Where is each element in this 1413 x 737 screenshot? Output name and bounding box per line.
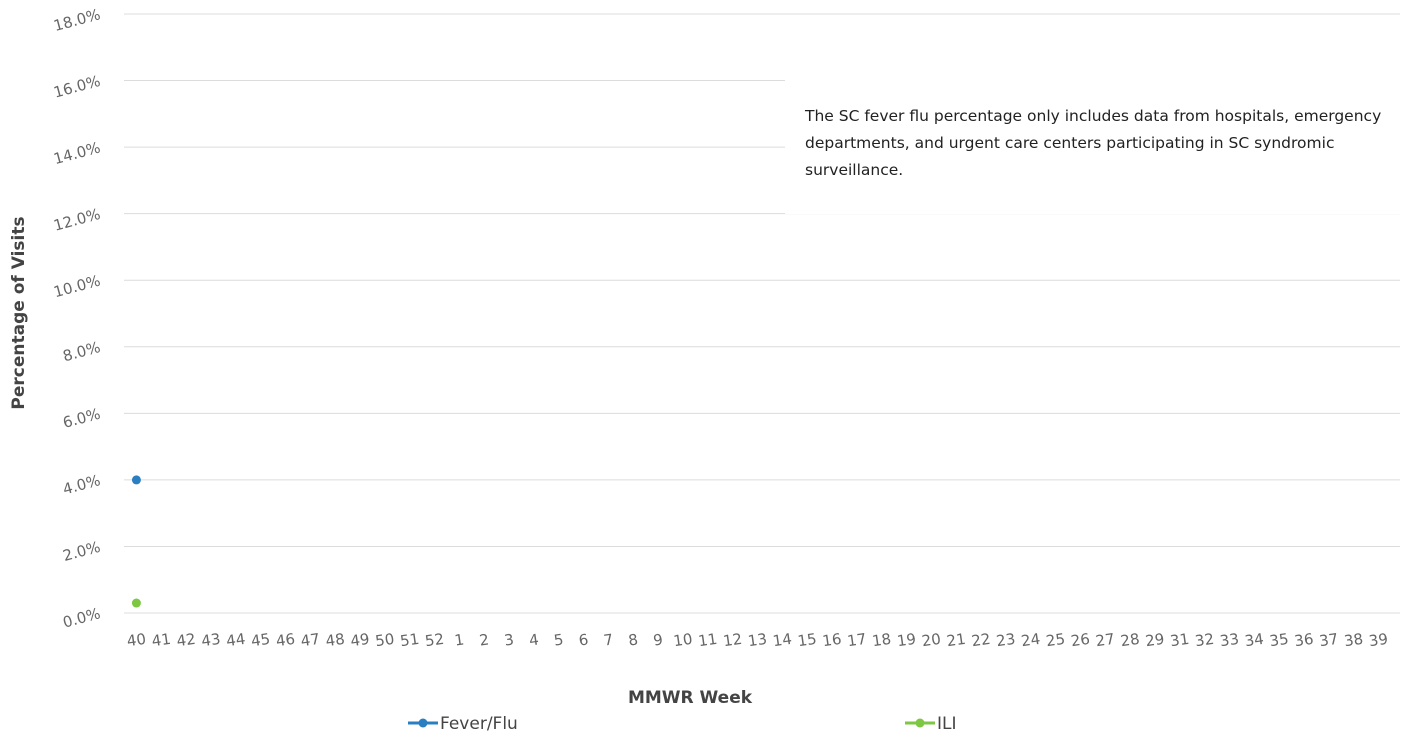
y-tick-label: 12.0% xyxy=(52,205,103,235)
x-tick-label: 51 xyxy=(399,630,420,650)
x-tick-label: 25 xyxy=(1045,630,1066,650)
x-tick-label: 8 xyxy=(627,630,639,649)
x-tick-label: 29 xyxy=(1144,630,1165,650)
x-tick-label: 48 xyxy=(324,630,345,650)
x-tick-label: 36 xyxy=(1293,630,1314,650)
x-tick-label: 23 xyxy=(995,630,1016,650)
x-tick-label: 11 xyxy=(697,630,718,650)
y-tick-label: 10.0% xyxy=(52,272,103,302)
y-tick-label: 0.0% xyxy=(61,604,102,631)
y-tick-label: 4.0% xyxy=(61,471,102,498)
x-tick-label: 9 xyxy=(652,630,664,649)
x-tick-label: 43 xyxy=(200,630,221,650)
x-tick-label: 37 xyxy=(1318,630,1339,650)
x-tick-label: 17 xyxy=(846,630,867,650)
x-tick-label: 24 xyxy=(1020,630,1041,650)
x-tick-label: 10 xyxy=(672,630,693,650)
legend-marker xyxy=(915,718,925,728)
x-tick-label: 49 xyxy=(349,630,370,650)
data-point xyxy=(131,598,141,608)
x-tick-label: 41 xyxy=(151,630,172,650)
x-tick-label: 45 xyxy=(250,630,271,650)
x-tick-label: 18 xyxy=(871,630,892,650)
x-tick-label: 35 xyxy=(1268,630,1289,650)
x-tick-label: 2 xyxy=(478,630,490,649)
grid xyxy=(124,13,1400,614)
y-tick-label: 8.0% xyxy=(61,338,102,365)
x-tick-label: 16 xyxy=(821,630,842,650)
legend-marker xyxy=(418,718,428,728)
y-tick-label: 18.0% xyxy=(52,5,103,35)
x-tick-label: 44 xyxy=(225,630,246,650)
y-tick-label: 6.0% xyxy=(61,405,102,432)
x-tick-label: 46 xyxy=(275,630,296,650)
x-tick-label: 3 xyxy=(503,630,515,649)
x-axis-title: MMWR Week xyxy=(628,688,753,708)
x-tick-label: 39 xyxy=(1368,630,1389,650)
x-tick-label: 4 xyxy=(528,630,540,649)
y-axis-title: Percentage of Visits xyxy=(9,216,29,409)
x-tick-label: 26 xyxy=(1070,630,1091,650)
legend-label: Fever/Flu xyxy=(440,714,518,733)
x-tick-label: 1 xyxy=(453,630,465,649)
x-tick-label: 14 xyxy=(772,630,793,650)
x-tick-label: 52 xyxy=(424,630,445,650)
x-tick-label: 40 xyxy=(126,630,147,650)
x-tick-label: 38 xyxy=(1343,630,1364,650)
x-tick-label: 47 xyxy=(300,630,321,650)
data-point xyxy=(131,475,141,485)
legend-label: ILI xyxy=(937,714,957,733)
x-tick-label: 13 xyxy=(747,630,768,650)
x-tick-label: 21 xyxy=(945,630,966,650)
x-tick-label: 6 xyxy=(578,630,590,649)
x-tick-label: 31 xyxy=(1169,630,1190,650)
x-tick-label: 32 xyxy=(1194,630,1215,650)
y-tick-label: 2.0% xyxy=(61,538,102,565)
x-tick-label: 42 xyxy=(175,630,196,650)
x-tick-label: 19 xyxy=(896,630,917,650)
x-tick-label: 20 xyxy=(921,630,942,650)
x-tick-label: 28 xyxy=(1119,630,1140,650)
y-tick-label: 16.0% xyxy=(52,72,103,102)
x-tick-label: 7 xyxy=(602,630,614,649)
x-tick-label: 50 xyxy=(374,630,395,650)
x-tick-label: 22 xyxy=(970,630,991,650)
y-tick-label: 14.0% xyxy=(52,138,103,168)
x-tick-label: 5 xyxy=(553,630,565,649)
x-tick-label: 33 xyxy=(1219,630,1240,650)
x-tick-label: 34 xyxy=(1244,630,1265,650)
x-tick-label: 15 xyxy=(796,630,817,650)
x-tick-label: 12 xyxy=(722,630,743,650)
annotation-box: The SC fever flu percentage only include… xyxy=(785,80,1413,214)
annotation: The SC fever flu percentage only include… xyxy=(785,80,1413,214)
x-tick-label: 27 xyxy=(1094,630,1115,650)
